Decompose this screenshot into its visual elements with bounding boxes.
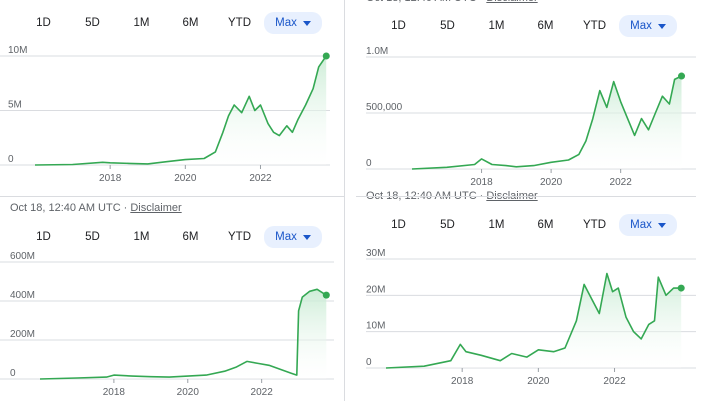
series-line	[385, 272, 682, 369]
x-tick-label: 2018	[103, 387, 126, 398]
x-tick-label: 2022	[603, 376, 626, 387]
vertical-divider	[344, 0, 345, 401]
range-1d-button[interactable]: 1D	[36, 17, 51, 29]
chart-timestamp-caption: Oct 18, 12:40 AM UTC·Disclaimer	[10, 202, 182, 214]
chevron-down-icon	[302, 20, 311, 26]
last-point-marker	[322, 52, 330, 60]
series-area	[40, 289, 327, 379]
range-6m-button[interactable]: 6M	[182, 17, 199, 29]
disclaimer-link[interactable]: Disclaimer	[130, 202, 182, 214]
range-1m-button[interactable]: 1M	[133, 231, 150, 243]
range-max-dropdown[interactable]: Max	[619, 15, 677, 37]
timestamp-text: Oct 18, 12:40 AM UTC	[10, 202, 121, 214]
separator-dot: ·	[480, 0, 484, 4]
range-5d-button[interactable]: 5D	[85, 231, 100, 243]
range-ytd-button[interactable]: YTD	[228, 231, 251, 243]
last-point-marker	[677, 284, 685, 292]
range-1m-button[interactable]: 1M	[488, 20, 505, 32]
y-tick-label: 600M	[10, 251, 35, 262]
y-tick-label: 30M	[366, 248, 385, 259]
y-tick-label: 400M	[10, 290, 35, 301]
range-1d-button[interactable]: 1D	[36, 231, 51, 243]
range-selector: 1D 5D 1M 6M YTD Max	[19, 12, 322, 34]
range-5d-button[interactable]: 5D	[85, 17, 100, 29]
y-tick-label: 10M	[8, 45, 27, 56]
series-line	[34, 55, 327, 166]
y-tick-label: 5M	[8, 100, 22, 111]
x-tick-label: 2020	[177, 387, 200, 398]
range-max-label: Max	[630, 20, 652, 32]
range-ytd-button[interactable]: YTD	[583, 20, 606, 32]
price-chart: 0 200M 400M 600M 2018 2020 2022	[0, 251, 334, 398]
y-tick-label: 0	[366, 158, 372, 169]
disclaimer-link[interactable]: Disclaimer	[486, 0, 537, 4]
stock-chart-panel: Oct 18, 12:40 AM UTC·Disclaimer 1D 5D 1M…	[356, 190, 706, 395]
series-line	[39, 288, 327, 380]
y-tick-label: 0	[366, 357, 372, 368]
y-tick-label: 1.0M	[366, 46, 388, 57]
x-tick-label: 2018	[99, 173, 122, 184]
series-area	[35, 56, 327, 165]
separator-dot: ·	[123, 202, 128, 214]
range-1m-button[interactable]: 1M	[133, 17, 150, 29]
x-tick-label: 2020	[527, 376, 550, 387]
y-tick-label: 20M	[366, 284, 385, 295]
x-tick-label: 2022	[610, 177, 633, 188]
price-chart: 0 500,000 1.0M 2018 2020 2022	[366, 46, 696, 188]
chart-timestamp-caption: Oct 18, 12:40 AM UTC·Disclaimer	[366, 0, 538, 4]
range-max-label: Max	[275, 231, 297, 243]
y-tick-label: 200M	[10, 329, 35, 340]
x-tick-label: 2022	[249, 173, 272, 184]
range-1m-button[interactable]: 1M	[488, 219, 505, 231]
stock-chart-panel: Oct 18, 12:40 AM UTC·Disclaimer 1D 5D 1M…	[356, 0, 706, 195]
y-tick-label: 10M	[366, 321, 385, 332]
horizontal-divider	[356, 196, 696, 197]
range-selector: 1D 5D 1M 6M YTD Max	[374, 214, 677, 236]
price-chart: 0 10M 20M 30M 2018 2020 2022	[366, 248, 696, 387]
range-1d-button[interactable]: 1D	[391, 219, 406, 231]
range-6m-button[interactable]: 6M	[182, 231, 199, 243]
x-tick-label: 2018	[451, 376, 474, 387]
last-point-marker	[678, 72, 686, 80]
timestamp-text: Oct 18, 12:40 AM UTC	[366, 0, 477, 4]
chevron-down-icon	[657, 23, 666, 29]
range-selector: 1D 5D 1M 6M YTD Max	[374, 15, 677, 37]
x-tick-label: 2020	[540, 177, 563, 188]
series-area	[386, 273, 682, 368]
last-point-marker	[322, 291, 330, 299]
range-1d-button[interactable]: 1D	[391, 20, 406, 32]
range-max-label: Max	[275, 17, 297, 29]
chevron-down-icon	[657, 222, 666, 228]
range-6m-button[interactable]: 6M	[537, 20, 554, 32]
x-tick-label: 2018	[470, 177, 493, 188]
stock-chart-panel: Oct 18, 12:40 AM UTC·Disclaimer 1D 5D 1M…	[0, 200, 350, 398]
price-chart: 0 5M 10M 2018 2020 2022	[0, 45, 330, 184]
range-5d-button[interactable]: 5D	[440, 20, 455, 32]
series-area	[412, 76, 682, 169]
range-max-dropdown[interactable]: Max	[264, 226, 322, 248]
horizontal-divider	[0, 196, 344, 197]
range-ytd-button[interactable]: YTD	[583, 219, 606, 231]
stock-chart-panel: 1D 5D 1M 6M YTD Max 0 5M 10M 2018 2020 2022	[0, 0, 350, 195]
range-6m-button[interactable]: 6M	[537, 219, 554, 231]
y-tick-label: 0	[8, 154, 14, 165]
range-max-dropdown[interactable]: Max	[619, 214, 677, 236]
chevron-down-icon	[302, 234, 311, 240]
x-tick-label: 2020	[174, 173, 197, 184]
range-selector: 1D 5D 1M 6M YTD Max	[19, 226, 322, 248]
series-line	[411, 75, 682, 170]
x-tick-label: 2022	[251, 387, 274, 398]
y-tick-label: 500,000	[366, 102, 403, 113]
y-tick-label: 0	[10, 368, 16, 379]
range-ytd-button[interactable]: YTD	[228, 17, 251, 29]
range-5d-button[interactable]: 5D	[440, 219, 455, 231]
range-max-dropdown[interactable]: Max	[264, 12, 322, 34]
range-max-label: Max	[630, 219, 652, 231]
